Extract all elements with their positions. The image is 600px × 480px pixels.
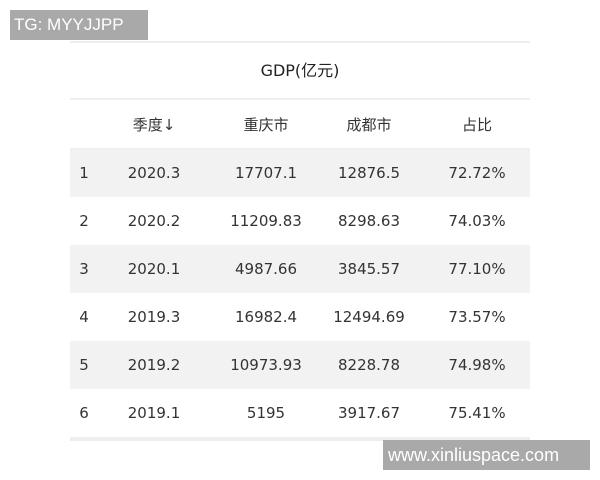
ratio-cell: 75.41% <box>448 404 506 422</box>
quarter-cell: 2020.2 <box>127 212 181 230</box>
quarter-cell: 2019.1 <box>127 404 181 422</box>
quarter-cell: 2020.1 <box>127 260 181 278</box>
chengdu-cell: 8228.78 <box>337 356 401 374</box>
chengdu-cell: 12494.69 <box>333 308 405 326</box>
ratio-cell: 74.98% <box>448 356 506 374</box>
chongqing-cell: 16982.4 <box>234 308 298 326</box>
table-row: 1 2020.3 17707.1 12876.5 72.72% <box>70 149 530 197</box>
chongqing-cell: 4987.66 <box>234 260 298 278</box>
quarter-cell: 2019.3 <box>127 308 181 326</box>
header-quarter[interactable]: 季度↓ <box>132 115 176 134</box>
ratio-cell: 73.57% <box>448 308 506 326</box>
table-row: 3 2020.1 4987.66 3845.57 77.10% <box>70 245 530 293</box>
row-index: 1 <box>79 164 89 182</box>
table-row: 4 2019.3 16982.4 12494.69 73.57% <box>70 293 530 341</box>
chongqing-cell: 11209.83 <box>230 212 302 230</box>
row-index: 5 <box>79 356 89 374</box>
row-index: 3 <box>79 260 89 278</box>
ratio-cell: 74.03% <box>448 212 506 230</box>
table-row: 2 2020.2 11209.83 8298.63 74.03% <box>70 197 530 245</box>
chengdu-cell: 8298.63 <box>337 212 401 230</box>
row-index: 6 <box>79 404 89 422</box>
ratio-cell: 72.72% <box>448 164 506 182</box>
chongqing-cell: 17707.1 <box>234 164 298 182</box>
row-index: 2 <box>79 212 89 230</box>
header-ratio: 占比 <box>461 115 493 134</box>
table-title: GDP(亿元) <box>70 43 530 100</box>
table-row: 6 2019.1 5195 3917.67 75.41% <box>70 389 530 437</box>
header-row: 季度↓ 重庆市 成都市 占比 <box>70 100 530 149</box>
chongqing-cell: 5195 <box>246 404 286 422</box>
gdp-table: GDP(亿元) 季度↓ 重庆市 成都市 占比 1 2020.3 17707.1 128… <box>70 41 530 441</box>
row-index: 4 <box>79 308 89 326</box>
chengdu-cell: 12876.5 <box>337 164 401 182</box>
table-row: 5 2019.2 10973.93 8228.78 74.98% <box>70 341 530 389</box>
quarter-cell: 2019.2 <box>127 356 181 374</box>
chengdu-cell: 3917.67 <box>337 404 401 422</box>
watermark-top: TG: MYYJJPP <box>10 10 148 40</box>
chongqing-cell: 10973.93 <box>230 356 302 374</box>
ratio-cell: 77.10% <box>448 260 506 278</box>
header-chengdu: 成都市 <box>346 115 392 134</box>
watermark-bottom: www.xinliuspace.com <box>383 440 590 470</box>
chengdu-cell: 3845.57 <box>337 260 401 278</box>
header-chongqing: 重庆市 <box>243 115 289 134</box>
quarter-cell: 2020.3 <box>127 164 181 182</box>
